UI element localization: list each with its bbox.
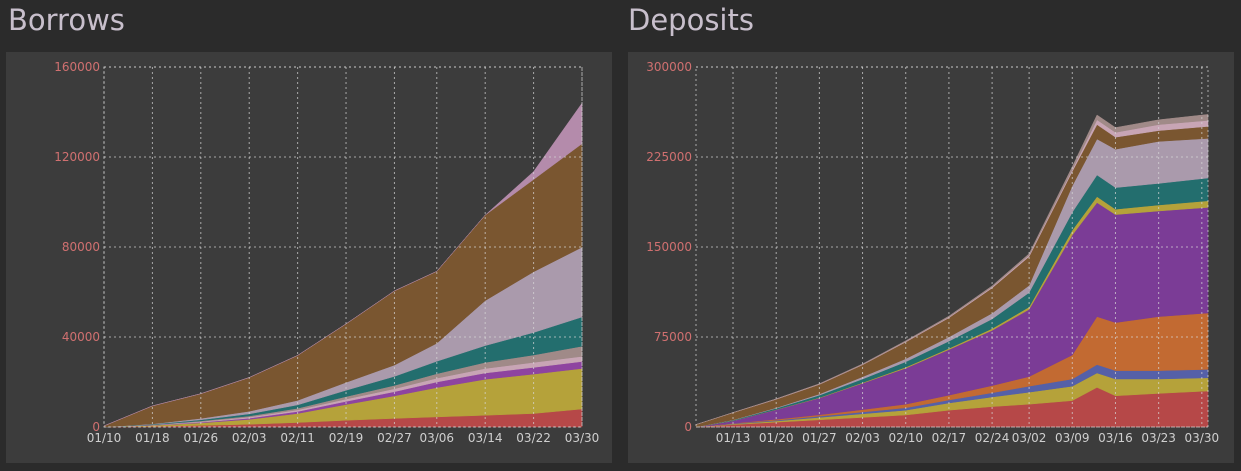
y-tick-label: 80000 [62, 240, 100, 254]
x-tick-label: 02/24 [975, 431, 1010, 445]
x-tick-label: 03/22 [516, 431, 551, 445]
x-tick-label: 01/20 [759, 431, 794, 445]
x-tick-label: 01/10 [87, 431, 122, 445]
y-tick-label: 160000 [54, 60, 100, 74]
x-tick-label: 03/30 [565, 431, 600, 445]
y-tick-label: 0 [684, 420, 692, 434]
deposits-chart-panel: 0 75000 150000 225000 300000 01/13 01/20 01/27 0… [628, 52, 1234, 463]
x-tick-label: 03/23 [1141, 431, 1176, 445]
plot-frame [695, 66, 1209, 428]
x-tick-label: 02/27 [377, 431, 412, 445]
x-tick-label: 01/13 [716, 431, 751, 445]
x-tick-label: 03/16 [1098, 431, 1133, 445]
y-tick-label: 0 [92, 420, 100, 434]
x-tick-label: 02/03 [232, 431, 267, 445]
x-tick-label: 02/11 [280, 431, 315, 445]
x-tick-label: 02/03 [845, 431, 880, 445]
x-tick-label: 03/14 [468, 431, 503, 445]
x-tick-label: 02/17 [932, 431, 967, 445]
deposits-title: Deposits [628, 3, 754, 37]
y-tick-label: 120000 [54, 150, 100, 164]
deposits-chart: 0 75000 150000 225000 300000 01/13 01/20 01/27 0… [646, 60, 1220, 445]
plot-frame [103, 66, 583, 428]
x-tick-label: 03/30 [1185, 431, 1220, 445]
x-tick-label: 01/27 [802, 431, 837, 445]
borrows-chart-panel: 0 40000 80000 120000 160000 01/10 01/18 01/26 02… [6, 52, 612, 463]
x-tick-label: 03/06 [419, 431, 454, 445]
y-tick-label: 225000 [646, 150, 692, 164]
y-tick-label: 40000 [62, 330, 100, 344]
x-tick-label: 02/10 [888, 431, 923, 445]
area-series-1-10 [695, 114, 1209, 425]
y-tick-label: 300000 [646, 60, 692, 74]
borrows-title: Borrows [8, 3, 125, 37]
x-tick-label: 02/19 [329, 431, 364, 445]
x-tick-label: 03/09 [1055, 431, 1090, 445]
x-tick-label: 01/26 [184, 431, 219, 445]
y-tick-label: 150000 [646, 240, 692, 254]
borrows-chart: 0 40000 80000 120000 160000 01/10 01/18 01/26 02… [54, 60, 600, 445]
x-tick-label: 01/18 [135, 431, 170, 445]
x-tick-label: 03/02 [1012, 431, 1047, 445]
y-tick-label: 75000 [654, 330, 692, 344]
